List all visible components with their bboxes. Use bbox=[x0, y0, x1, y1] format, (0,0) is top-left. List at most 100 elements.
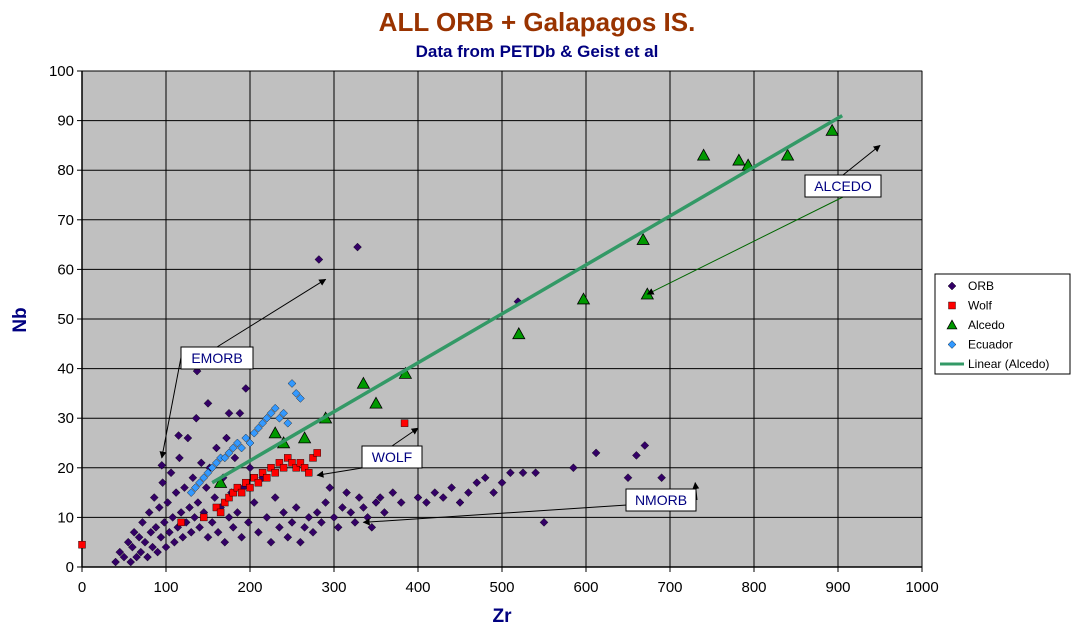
data-point bbox=[388, 488, 398, 497]
data-point bbox=[193, 498, 203, 507]
data-point bbox=[153, 547, 162, 557]
data-point bbox=[149, 493, 159, 502]
data-point bbox=[297, 431, 312, 444]
data-point bbox=[350, 518, 360, 527]
annotation-arrow bbox=[842, 144, 881, 176]
data-point bbox=[321, 498, 330, 507]
data-point bbox=[212, 503, 221, 512]
data-point bbox=[212, 443, 221, 453]
data-point bbox=[195, 523, 204, 532]
data-point bbox=[380, 508, 389, 517]
data-point bbox=[271, 469, 279, 477]
y-tick-label: 80 bbox=[57, 162, 74, 179]
data-point bbox=[305, 469, 313, 477]
data-point bbox=[266, 408, 276, 418]
data-point bbox=[279, 464, 288, 472]
data-point bbox=[244, 518, 253, 527]
data-point bbox=[228, 523, 238, 532]
data-point bbox=[287, 379, 297, 388]
data-point bbox=[146, 527, 156, 537]
data-point bbox=[210, 493, 220, 502]
annotation-label: EMORB bbox=[191, 350, 242, 366]
data-point bbox=[569, 463, 578, 473]
data-point bbox=[188, 473, 198, 483]
data-point bbox=[292, 464, 300, 472]
annotation-box bbox=[361, 445, 423, 469]
legend-marker bbox=[947, 281, 957, 291]
data-point bbox=[780, 148, 795, 161]
annotation-arrow bbox=[646, 196, 844, 295]
data-point bbox=[138, 518, 147, 527]
legend-item: Alcedo bbox=[946, 318, 1005, 332]
data-point bbox=[78, 540, 86, 549]
annotation-alcedo: ALCEDO bbox=[646, 144, 882, 295]
data-point bbox=[275, 413, 284, 423]
legend-label: Linear (Alcedo) bbox=[968, 357, 1049, 371]
data-point bbox=[241, 433, 251, 443]
annotation-label: ALCEDO bbox=[814, 178, 872, 194]
data-point bbox=[258, 469, 267, 477]
data-point bbox=[309, 454, 317, 462]
data-point bbox=[220, 537, 230, 547]
data-point bbox=[369, 396, 383, 409]
data-point bbox=[254, 527, 263, 537]
legend: ORB Wolf Alcedo Ecuador Linear (Alcedo) bbox=[934, 273, 1071, 375]
x-tick-label: 800 bbox=[741, 579, 766, 596]
data-point bbox=[203, 399, 213, 408]
data-point bbox=[168, 513, 178, 522]
data-point bbox=[250, 474, 258, 482]
data-point bbox=[129, 527, 139, 537]
y-tick-label: 40 bbox=[57, 361, 74, 378]
annotations: EMORB WOLF NMORB ALCEDO bbox=[159, 144, 882, 526]
data-point bbox=[195, 478, 204, 487]
x-tick-label: 900 bbox=[825, 579, 850, 596]
data-point bbox=[163, 498, 172, 507]
data-point bbox=[224, 408, 234, 418]
data-point bbox=[216, 508, 225, 517]
legend-label: Ecuador bbox=[968, 338, 1013, 352]
data-point bbox=[186, 527, 196, 537]
data-point bbox=[207, 518, 217, 527]
data-point bbox=[296, 537, 305, 547]
data-point bbox=[245, 463, 255, 473]
data-point bbox=[413, 493, 423, 502]
data-point bbox=[291, 389, 301, 398]
data-point bbox=[371, 498, 381, 507]
annotation-arrow bbox=[391, 427, 419, 447]
y-axis-ticks: 0 10 20 30 40 50 60 70 80 90 100 bbox=[49, 63, 82, 576]
data-point bbox=[268, 426, 282, 439]
data-point bbox=[283, 532, 293, 542]
annotation-arrow bbox=[216, 278, 327, 348]
y-tick-label: 10 bbox=[57, 509, 74, 526]
y-tick-label: 50 bbox=[57, 311, 74, 328]
legend-item: Wolf bbox=[948, 299, 992, 313]
data-point bbox=[512, 327, 526, 340]
data-point bbox=[158, 478, 167, 487]
data-point bbox=[235, 408, 245, 418]
gridlines bbox=[81, 70, 923, 568]
data-point bbox=[300, 464, 309, 472]
x-tick-label: 1000 bbox=[905, 579, 938, 596]
data-point bbox=[143, 552, 152, 562]
data-point bbox=[249, 498, 259, 507]
data-point bbox=[455, 498, 465, 507]
data-point bbox=[267, 464, 275, 472]
y-tick-label: 70 bbox=[57, 212, 74, 229]
annotation-wolf: WOLF bbox=[316, 427, 423, 478]
data-point bbox=[203, 532, 213, 542]
x-tick-label: 700 bbox=[657, 579, 682, 596]
data-point bbox=[359, 503, 368, 512]
data-point bbox=[732, 153, 746, 166]
annotation-arrow bbox=[362, 504, 628, 526]
data-point bbox=[430, 488, 440, 497]
series-layer bbox=[78, 114, 844, 567]
data-point bbox=[353, 242, 362, 252]
annotation-nmorb: NMORB bbox=[362, 481, 700, 526]
legend-marker bbox=[946, 319, 958, 330]
data-point bbox=[207, 463, 217, 473]
legend-marker bbox=[947, 340, 957, 349]
data-point bbox=[266, 537, 276, 547]
data-point bbox=[230, 453, 240, 463]
data-point bbox=[233, 483, 242, 492]
